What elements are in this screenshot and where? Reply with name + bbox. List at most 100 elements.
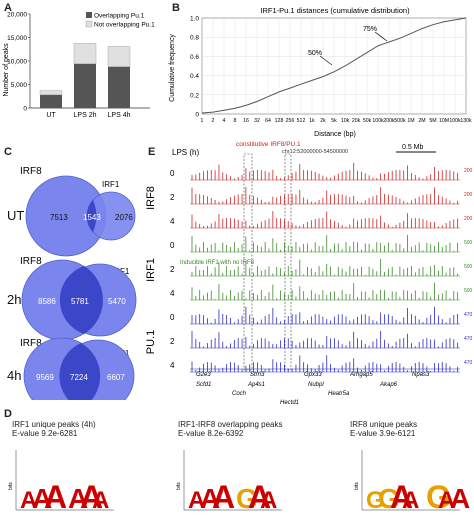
gene-label: Strn3 bbox=[250, 372, 265, 378]
bar-ytick-label: 15,000 bbox=[7, 35, 27, 42]
legend-label-not-overlapping: Not overlapping Pu.1 bbox=[94, 22, 155, 29]
track-time-label: 2 bbox=[170, 337, 175, 346]
bar-segment-not-overlapping bbox=[107, 46, 131, 67]
panel-b-label: B bbox=[172, 2, 180, 14]
line-xtick-label: 500k bbox=[394, 118, 406, 124]
track-scale-value: 500 bbox=[464, 288, 473, 294]
track-time-label: 0 bbox=[170, 241, 175, 250]
motif-letter: G bbox=[426, 479, 451, 515]
line-ytick-label: 0.8 bbox=[190, 35, 199, 42]
bar-segment-overlapping bbox=[74, 63, 96, 108]
venn-ut-right-label: IRF1 bbox=[102, 180, 120, 189]
track-scale-value: 200 bbox=[464, 192, 473, 198]
bar-segment-overlapping bbox=[40, 94, 62, 108]
track-scale-value: 470 bbox=[464, 336, 473, 342]
panel-a-label: A bbox=[4, 2, 12, 14]
motif-letter: A bbox=[20, 487, 37, 514]
track-scale-value: 200 bbox=[464, 216, 473, 222]
motif-letter: G bbox=[366, 487, 385, 514]
constitutive-region-box bbox=[243, 153, 253, 371]
track-time-label: 2 bbox=[170, 265, 175, 274]
track-time-label: 2 bbox=[170, 193, 175, 202]
motif-3-title: IRF8 unique peaks E-value 3.9e-6121 bbox=[350, 420, 417, 438]
gene-label: Coch bbox=[232, 391, 247, 397]
motif-letter: A bbox=[92, 487, 109, 514]
line-xtick-label: 5k bbox=[331, 118, 337, 124]
bar-ytick-label: 10,000 bbox=[7, 59, 27, 66]
gene-label: Gpx33 bbox=[304, 372, 322, 378]
line-xtick-label: 8 bbox=[234, 118, 237, 124]
track-scale-value: 500 bbox=[464, 240, 473, 246]
gene-label: Akap6 bbox=[379, 382, 398, 388]
track-time-label: 0 bbox=[170, 313, 175, 322]
track-time-label: 4 bbox=[170, 289, 175, 298]
venn-2h-right-only: 5470 bbox=[108, 297, 126, 306]
line-xtick-label: 20k bbox=[352, 118, 361, 124]
motif-letter: A bbox=[212, 479, 235, 515]
venn-4h: IRF8 IRF1 4h 9569 7224 6607 bbox=[7, 337, 135, 400]
venn-2h-overlap-count: 5781 bbox=[71, 297, 89, 306]
venn-ut-time: UT bbox=[7, 208, 24, 223]
line-title: IRF1-Pu.1 distances (cumulative distribu… bbox=[260, 6, 410, 15]
motif-letter: A bbox=[80, 479, 103, 515]
line-xtick-label: 128 bbox=[275, 118, 284, 124]
venn-ut-overlap bbox=[86, 200, 97, 232]
peaks-bar-chart: Number of peaks 0 5,000 10,000 15,000 20,000… bbox=[3, 12, 155, 120]
gene-label: Heatr5a bbox=[328, 391, 350, 397]
venn-4h-overlap-count: 7224 bbox=[70, 373, 88, 382]
motif-ylabel: bits bbox=[354, 482, 360, 490]
motif-3-evalue: E-value 3.9e-6121 bbox=[350, 429, 416, 438]
motif-letter: G bbox=[236, 483, 258, 514]
motif-2-name: IRF1-IRF8 overlapping peaks bbox=[178, 420, 283, 429]
venn-diagrams: IRF8 IRF1 UT 7513 1543 2076 IRF8 IRF1 2h… bbox=[7, 166, 137, 400]
venn-ut: IRF8 IRF1 UT 7513 1543 2076 bbox=[7, 166, 136, 257]
line-ylabel: Cumulative frequency bbox=[169, 34, 176, 102]
bar-ytick-label: 20,000 bbox=[7, 12, 27, 19]
track-scale-value: 200 bbox=[464, 168, 473, 174]
panel-e-label: E bbox=[148, 146, 156, 158]
motif-1-title: IRF1 unique peaks (4h) E-value 9.2e-6281 bbox=[12, 420, 96, 438]
line-xtick-label: 512 bbox=[297, 118, 306, 124]
motif-1-evalue: E-value 9.2e-6281 bbox=[12, 429, 78, 438]
gene-label: Npas3 bbox=[412, 372, 430, 378]
venn-4h-overlap bbox=[59, 343, 101, 400]
motif-letter: A bbox=[44, 479, 67, 515]
bar-segment-not-overlapping bbox=[39, 90, 63, 96]
bar-ytick-label: 5,000 bbox=[11, 82, 28, 89]
motif-letter: A bbox=[438, 487, 455, 514]
annotation-label: 50% bbox=[308, 50, 322, 57]
line-xtick-label: 5M bbox=[429, 118, 436, 124]
venn-4h-left-only: 9569 bbox=[36, 373, 54, 382]
lps-hours-label: LPS (h) bbox=[172, 148, 199, 157]
line-xtick-label: 4 bbox=[223, 118, 226, 124]
gene-label: Hectd1 bbox=[280, 400, 299, 406]
line-xtick-label: 16 bbox=[243, 118, 249, 124]
motif-letter: A bbox=[188, 487, 205, 514]
motif-letter: A bbox=[390, 479, 413, 515]
line-ytick-label: 0.2 bbox=[190, 92, 199, 99]
track-scale-value: 470 bbox=[464, 312, 473, 318]
track-group-label: IRF1 bbox=[145, 258, 157, 282]
motif-ylabel: bits bbox=[8, 482, 14, 490]
track-time-label: 0 bbox=[170, 169, 175, 178]
track-scale-value: 470 bbox=[464, 360, 473, 366]
line-ytick-label: 0.4 bbox=[190, 73, 199, 80]
motif-letter: A bbox=[32, 483, 52, 514]
annotation-arrow bbox=[374, 31, 388, 42]
line-xtick-label: 10M bbox=[439, 118, 449, 124]
track-group-label: PU.1 bbox=[145, 330, 157, 354]
motif-ylabel: bits bbox=[176, 482, 182, 490]
panel-d-label: D bbox=[4, 408, 12, 420]
line-xtick-label: 1k bbox=[309, 118, 315, 124]
venn-ut-left-label: IRF8 bbox=[20, 166, 42, 177]
bar-ytick-label: 0 bbox=[23, 106, 27, 113]
gene-label: Arhgap5 bbox=[349, 372, 373, 378]
line-xtick-label: 200k bbox=[383, 118, 395, 124]
bar-category-label: UT bbox=[46, 112, 56, 119]
line-xtick-label: 100k bbox=[372, 118, 384, 124]
venn-2h: IRF8 IRF1 2h 8586 5781 5470 bbox=[7, 256, 137, 341]
venn-2h-left-label: IRF8 bbox=[20, 256, 42, 267]
venn-4h-time: 4h bbox=[7, 368, 21, 383]
line-xtick-label: 2M bbox=[418, 118, 425, 124]
